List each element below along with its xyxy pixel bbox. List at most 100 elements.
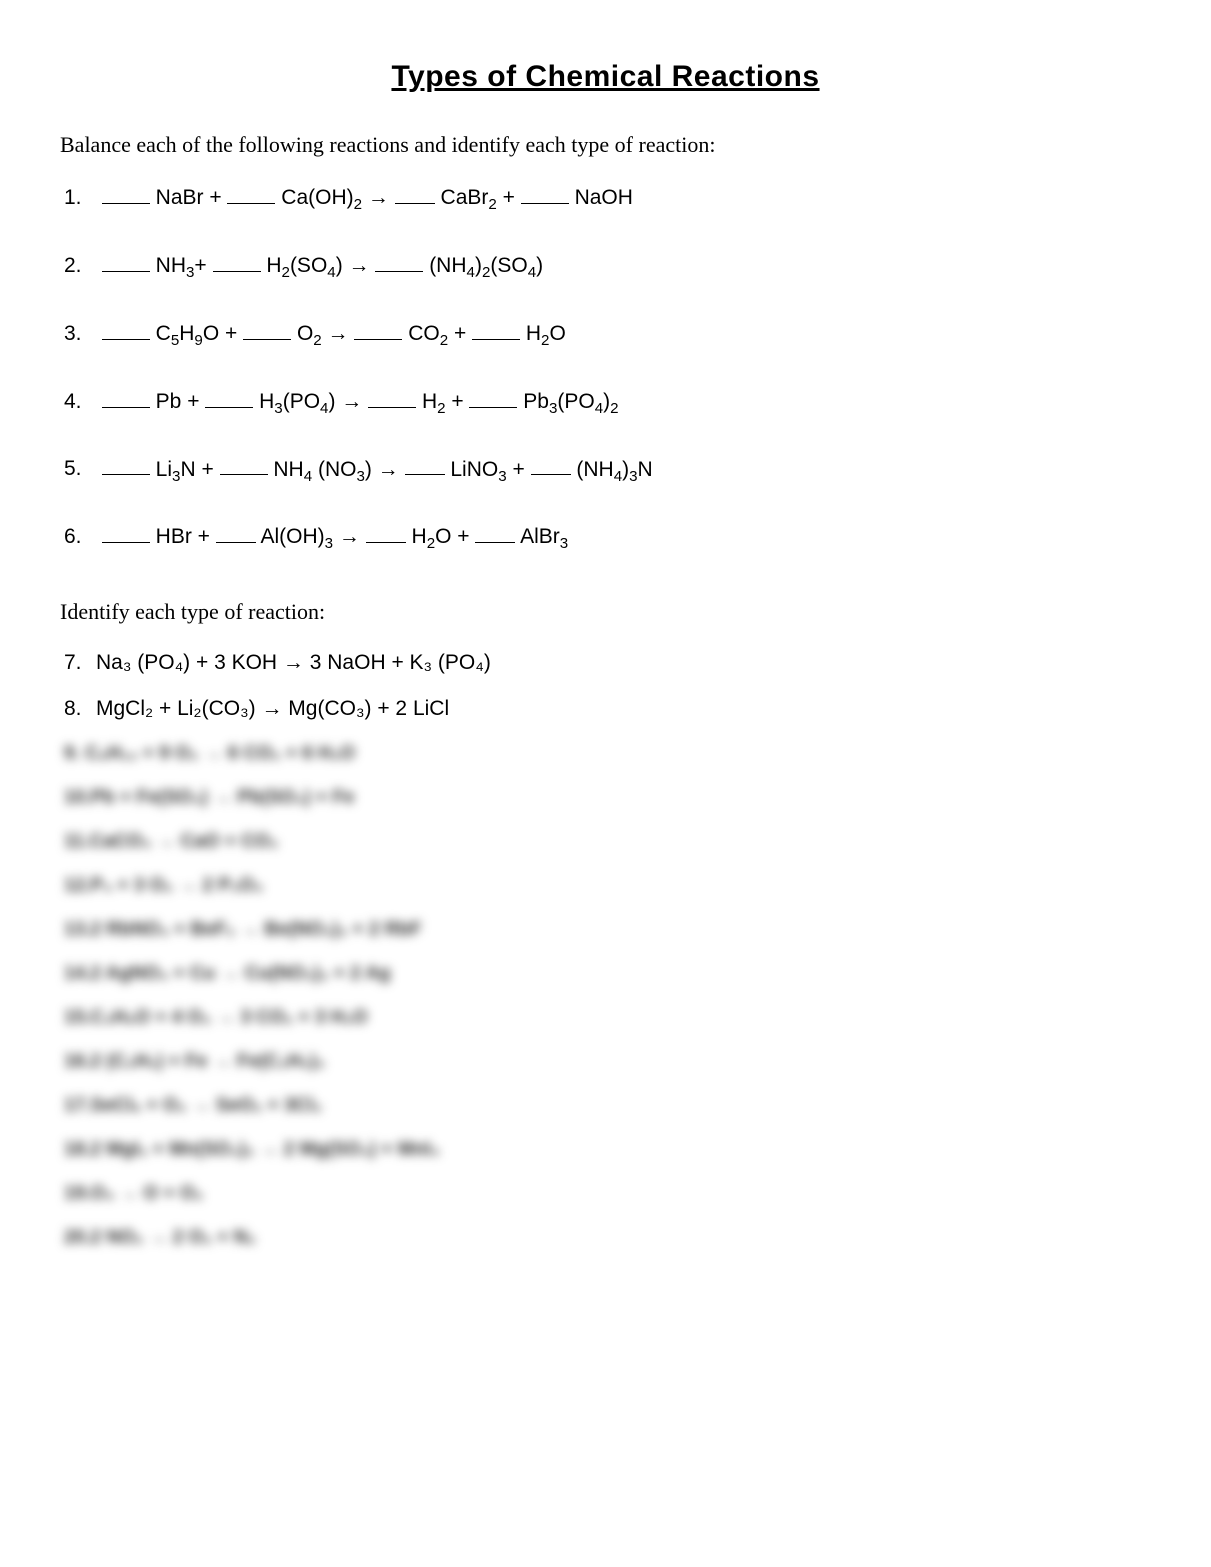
coefficient-blank[interactable] [216, 523, 256, 543]
formula-text: (PO [557, 390, 594, 413]
formula-text: H [179, 322, 194, 345]
question-1: 1. NaBr + Ca(OH)2 → CaBr2 + NaOH [60, 184, 1151, 210]
coefficient-blank[interactable] [102, 320, 150, 340]
subscript: 3 [560, 536, 568, 553]
formula-text: + [497, 186, 521, 209]
blurred-question-15: 15.C₃H₆O + 4 O₂ → 3 CO₂ + 3 H₂O [60, 1007, 1151, 1029]
formula-text: H [261, 254, 282, 277]
formula-text: (PO [283, 390, 320, 413]
question-number: 7. [64, 651, 96, 675]
blurred-question-14: 14.2 AgNO₃ + Cu → Cu(NO₃)₂ + 2 Ag [60, 963, 1151, 985]
coefficient-blank[interactable] [405, 456, 445, 476]
formula-text: AlBr [515, 525, 559, 548]
formula-text: O + [203, 322, 243, 345]
subscript: 2 [282, 264, 290, 281]
arrow: ) → [336, 254, 376, 277]
subscript: 5 [171, 332, 179, 349]
question-number: 5. [64, 457, 96, 481]
subscript: 3 [498, 468, 506, 485]
subscript: 2 [488, 196, 496, 213]
formula-text: ) [536, 254, 543, 277]
coefficient-blank[interactable] [472, 320, 520, 340]
formula-text: CO [402, 322, 439, 345]
formula-text: HBr + [150, 525, 216, 548]
coefficient-blank[interactable] [102, 184, 150, 204]
coefficient-blank[interactable] [366, 523, 406, 543]
formula-text: H [520, 322, 541, 345]
blurred-question-18: 18.2 MgI₂ + Mn(SO₄)₂ → 2 Mg(SO₄) + MnI₄ [60, 1139, 1151, 1161]
coefficient-blank[interactable] [220, 456, 268, 476]
question-7: 7.Na₃ (PO₄) + 3 KOH → 3 NaOH + K₃ (PO₄) [60, 651, 1151, 675]
blurred-question-17: 17.SeCl₆ + O₂ → SeO₂ + 3Cl₂ [60, 1095, 1151, 1117]
arrow: ) → [365, 457, 405, 480]
question-6: 6. HBr + Al(OH)3 → H2O + AlBr3 [60, 523, 1151, 549]
formula-text: O [549, 322, 565, 345]
coefficient-blank[interactable] [469, 388, 517, 408]
subscript: 4 [528, 264, 536, 281]
equation-text: MgCl₂ + Li₂(CO₃) → Mg(CO₃) + 2 LiCl [96, 697, 449, 720]
coefficient-blank[interactable] [521, 184, 569, 204]
question-8: 8.MgCl₂ + Li₂(CO₃) → Mg(CO₃) + 2 LiCl [60, 697, 1151, 721]
formula-text: (NH [571, 457, 614, 480]
subscript: 9 [194, 332, 202, 349]
subscript: 2 [313, 332, 321, 349]
subscript: 3 [325, 536, 333, 553]
formula-text: Ca(OH) [275, 186, 353, 209]
formula-text: H [253, 390, 274, 413]
formula-text: NH [150, 254, 186, 277]
coefficient-blank[interactable] [243, 320, 291, 340]
coefficient-blank[interactable] [205, 388, 253, 408]
subscript: 3 [629, 468, 637, 485]
coefficient-blank[interactable] [102, 456, 150, 476]
question-4: 4. Pb + H3(PO4) → H2 + Pb3(PO4)2 [60, 388, 1151, 414]
coefficient-blank[interactable] [102, 252, 150, 272]
question-list-2: 7.Na₃ (PO₄) + 3 KOH → 3 NaOH + K₃ (PO₄) … [60, 651, 1151, 1249]
formula-text: NaBr + [150, 186, 228, 209]
coefficient-blank[interactable] [395, 184, 435, 204]
formula-text: CaBr [435, 186, 489, 209]
question-number: 4. [64, 390, 96, 414]
question-number: 3. [64, 322, 96, 346]
subscript: 4 [467, 264, 475, 281]
subscript: 4 [327, 264, 335, 281]
formula-text: Li [150, 457, 172, 480]
formula-text: ) [475, 254, 482, 277]
coefficient-blank[interactable] [375, 252, 423, 272]
formula-text: H [416, 390, 437, 413]
subscript: 2 [427, 536, 435, 553]
coefficient-blank[interactable] [368, 388, 416, 408]
coefficient-blank[interactable] [102, 523, 150, 543]
coefficient-blank[interactable] [227, 184, 275, 204]
question-list-1: 1. NaBr + Ca(OH)2 → CaBr2 + NaOH 2. NH3+… [60, 184, 1151, 549]
coefficient-blank[interactable] [475, 523, 515, 543]
coefficient-blank[interactable] [102, 388, 150, 408]
coefficient-blank[interactable] [531, 456, 571, 476]
subscript: 2 [354, 196, 362, 213]
subscript: 2 [610, 400, 618, 417]
arrow: ) → [328, 390, 368, 413]
arrow: → [322, 322, 355, 345]
question-number: 6. [64, 525, 96, 549]
formula-text: C [150, 322, 171, 345]
formula-text: (NO [312, 457, 356, 480]
coefficient-blank[interactable] [354, 320, 402, 340]
question-3: 3. C5H9O + O2 → CO2 + H2O [60, 320, 1151, 346]
formula-text: NH [268, 457, 304, 480]
blurred-question-9: 9. C₆H₁₂ + 9 O₂ → 6 CO₂ + 6 H₂O [60, 743, 1151, 765]
blurred-question-20: 20.2 NO₂ → 2 O₂ + N₂ [60, 1227, 1151, 1249]
formula-text: Pb [517, 390, 549, 413]
question-number: 1. [64, 186, 96, 210]
formula-text: Pb + [150, 390, 205, 413]
subscript: 3 [356, 468, 364, 485]
instructions-section-1: Balance each of the following reactions … [60, 132, 1151, 158]
blurred-question-11: 11.CaCO₃ → CaO + CO₂ [60, 831, 1151, 853]
formula-text: N + [180, 457, 219, 480]
formula-text: H [406, 525, 427, 548]
question-2: 2. NH3+ H2(SO4) → (NH4)2(SO4) [60, 252, 1151, 278]
formula-text: + [507, 457, 531, 480]
coefficient-blank[interactable] [213, 252, 261, 272]
subscript: 4 [304, 468, 312, 485]
formula-text: + [446, 390, 470, 413]
arrow: → [362, 186, 395, 209]
subscript: 2 [440, 332, 448, 349]
